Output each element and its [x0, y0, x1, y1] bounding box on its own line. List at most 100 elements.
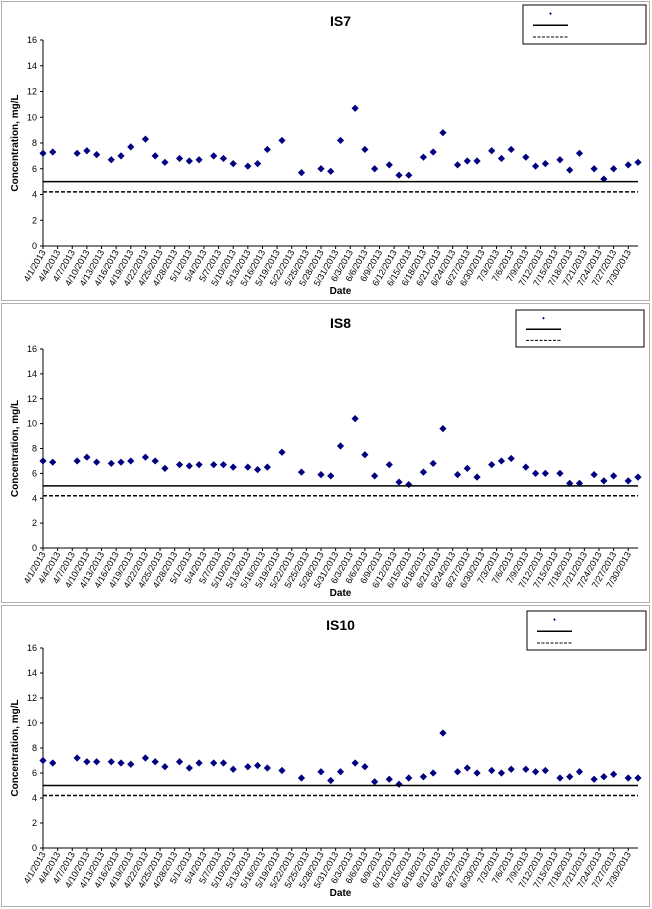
- chart2-data-point: [263, 764, 271, 772]
- chart1-data-point: [49, 458, 57, 466]
- chart0-data-point: [195, 156, 203, 164]
- chart0-data-point: [610, 165, 618, 173]
- chart0-data-point: [541, 160, 549, 168]
- chart0-legend-box: [522, 4, 647, 45]
- chart2-data-point: [278, 766, 286, 775]
- chart1-data-point: [161, 464, 169, 472]
- chart1-data-point: [229, 463, 237, 471]
- chart0-data-point: [361, 145, 369, 154]
- chart0-data-point: [556, 156, 564, 164]
- chart-panel-is10: IS10 0 2 4 6 8 10 12 14 16 4/1/2013 4/4/2013 4/7/201…: [1, 605, 650, 907]
- chart0-data-point: [39, 149, 47, 157]
- chart2-data-point: [336, 768, 345, 776]
- chart2-data-point: [117, 759, 125, 767]
- chart2-data-point: [556, 774, 564, 782]
- chart2-data-point: [522, 765, 530, 773]
- chart0-data-point: [575, 149, 584, 157]
- chart1-data-point: [253, 466, 262, 474]
- chart1-data-point: [83, 453, 91, 461]
- chart0-ytick-label: 4: [32, 190, 37, 200]
- chart0-data-point: [141, 135, 150, 143]
- chart0-data-point: [93, 150, 101, 159]
- chart2-data-point: [73, 754, 81, 762]
- chart1-legend: [515, 309, 645, 348]
- chart0-data-point: [127, 143, 135, 151]
- chart1-data-point: [361, 451, 369, 459]
- chart2-ytick-label: 8: [32, 743, 37, 753]
- chart0-data-point: [185, 157, 193, 165]
- chart1-ytick-label: 6: [32, 468, 37, 478]
- chart0-data-point: [634, 158, 642, 166]
- chart-svg-is7: IS702468101214164/1/20134/4/20134/7/2013…: [10, 4, 647, 297]
- chart2-data-point: [507, 765, 515, 773]
- chart2-ytick-label: 12: [27, 693, 37, 703]
- chart0-data-point: [624, 161, 632, 169]
- chart2-data-point: [229, 765, 237, 773]
- chart2-data-point: [93, 758, 101, 766]
- chart0-data-point: [229, 160, 237, 168]
- chart2-data-point: [253, 761, 262, 770]
- chart2-ylabel: Concentration, mg/L: [10, 699, 21, 796]
- chart0-data-point: [507, 145, 515, 154]
- chart0-ylabel: Concentration, mg/L: [10, 94, 21, 191]
- chart1-data-point: [39, 457, 47, 465]
- chart1-data-point: [405, 480, 413, 489]
- chart1-data-point: [107, 459, 115, 468]
- chart2-data-point: [624, 774, 632, 782]
- chart0-legend: [522, 4, 647, 45]
- chart0-data-point: [531, 162, 540, 170]
- chart2-data-point: [429, 769, 437, 777]
- chart2-data-point: [634, 774, 642, 782]
- chart0-data-point: [473, 157, 481, 165]
- chart1-data-point: [351, 415, 359, 423]
- chart0-data-point: [49, 148, 57, 156]
- chart1-legend-marker: [542, 316, 545, 320]
- chart2-ytick-label: 2: [32, 818, 37, 828]
- chart1-data-point: [185, 462, 193, 470]
- chart0-data-point: [463, 157, 471, 165]
- chart2-data-point: [497, 769, 506, 777]
- chart2-data-point: [419, 773, 428, 781]
- chart1-ytick-label: 8: [32, 444, 37, 454]
- chart0-data-point: [419, 153, 428, 161]
- chart1-data-point: [463, 464, 471, 472]
- chart1-data-point: [488, 461, 496, 469]
- chart2-xlabel: Date: [330, 888, 352, 899]
- chart2-ytick-label: 14: [27, 668, 37, 678]
- chart0-data-point: [351, 104, 359, 112]
- chart0-data-point: [107, 156, 115, 164]
- chart2-data-point: [195, 759, 203, 767]
- chart0-data-point: [73, 149, 81, 157]
- chart1-data-point: [497, 457, 506, 465]
- chart2-data-point: [151, 758, 159, 766]
- chart1-data-point: [219, 461, 228, 469]
- chart1-data-point: [600, 477, 608, 485]
- chart0-ytick-label: 0: [32, 241, 37, 251]
- chart1-data-point: [634, 473, 642, 481]
- chart1-data-point: [385, 461, 393, 469]
- chart1-ytick-label: 2: [32, 518, 37, 528]
- chart1-data-point: [195, 461, 203, 469]
- chart2-data-point: [610, 770, 618, 778]
- chart2-data-point: [351, 759, 359, 767]
- chart2-ytick-label: 0: [32, 843, 37, 853]
- chart2-data-point: [385, 775, 393, 783]
- chart1-data-point: [336, 442, 345, 450]
- chart1-data-point: [127, 457, 135, 465]
- chart2-data-point: [453, 768, 462, 776]
- chart2-data-point: [541, 766, 549, 775]
- chart-svg-is10: IS1002468101214164/1/20134/4/20134/7/201…: [10, 610, 647, 899]
- chart1-ytick-label: 12: [27, 394, 37, 404]
- chart0-data-point: [175, 154, 184, 163]
- chart1-data-point: [473, 473, 481, 481]
- chart2-data-point: [531, 768, 540, 776]
- chart1-data-point: [507, 454, 515, 463]
- chart1-data-point: [244, 463, 252, 471]
- chart2-ytick-label: 10: [27, 718, 37, 728]
- chart2-title: IS10: [326, 617, 355, 633]
- chart1-data-point: [522, 463, 530, 471]
- chart2-data-point: [488, 766, 496, 775]
- chart2-data-point: [297, 774, 306, 782]
- chart2-legend-marker: [553, 618, 556, 621]
- chart1-data-point: [395, 478, 403, 486]
